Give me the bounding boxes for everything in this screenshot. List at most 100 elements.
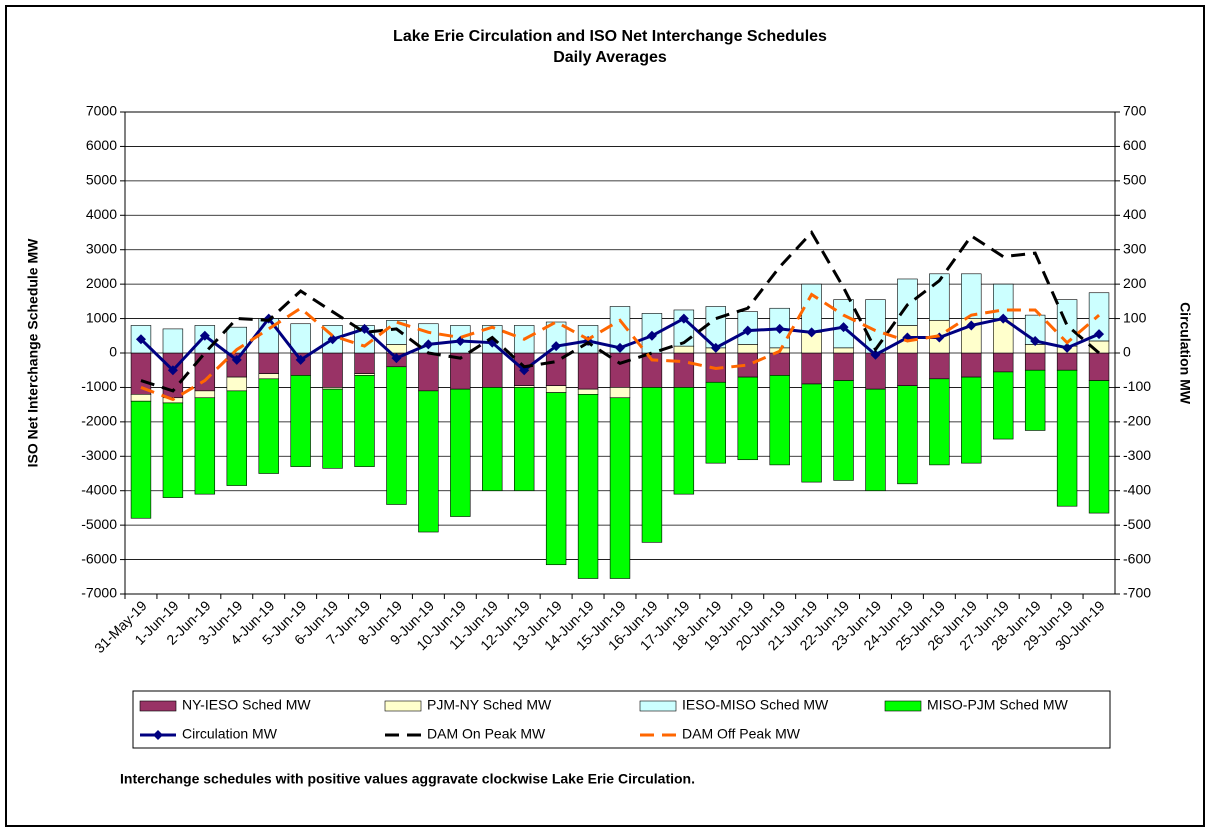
y2-tick-label: -400 (1123, 481, 1151, 497)
bar (833, 347, 854, 354)
bar (1088, 352, 1110, 381)
bar (865, 388, 886, 492)
marker (327, 334, 338, 345)
marker (295, 354, 306, 365)
marker (998, 313, 1009, 324)
bar (354, 375, 375, 467)
bar (482, 387, 503, 492)
y2-tick-label: 400 (1123, 206, 1147, 222)
marker (615, 342, 625, 353)
bar (929, 378, 950, 466)
bar (322, 352, 343, 388)
marker (870, 349, 881, 360)
legend-box (132, 690, 1111, 749)
bar (162, 402, 184, 498)
y2-tick-label: 600 (1123, 137, 1147, 153)
bar (290, 323, 311, 354)
legend-label: NY-IESO Sched MW (182, 697, 311, 713)
legend-label: IESO-MISO Sched MW (682, 697, 829, 713)
bar (897, 385, 918, 485)
bar (897, 352, 918, 387)
marker (774, 323, 785, 334)
line (140, 292, 1101, 402)
bar (450, 388, 471, 517)
y-axis-label: ISO Net Interchange Schedule MW (25, 238, 41, 467)
marker (231, 354, 242, 365)
bar (737, 376, 758, 461)
marker (806, 327, 817, 338)
bar (194, 397, 216, 495)
marker (1094, 329, 1105, 340)
bar (993, 283, 1014, 319)
y-tick-label: 7000 (86, 103, 117, 119)
bar (833, 380, 854, 481)
bar (673, 387, 695, 495)
bar (769, 375, 790, 466)
legend-label: DAM Off Peak MW (682, 726, 801, 742)
bar (705, 381, 727, 464)
bar (130, 394, 152, 402)
bar (801, 352, 822, 385)
marker (838, 322, 849, 333)
legend-swatch (639, 700, 677, 712)
y-tick-label: -1000 (81, 378, 117, 394)
bar (737, 344, 758, 354)
bar (961, 376, 982, 464)
bar (609, 352, 631, 388)
bar (673, 352, 695, 388)
bar (577, 352, 599, 390)
y-tick-label: 1000 (86, 309, 117, 325)
marker (391, 353, 402, 364)
bar (354, 352, 375, 374)
bar (609, 387, 631, 399)
bar (322, 388, 343, 469)
y2-tick-label: 500 (1123, 172, 1147, 188)
bar (801, 383, 822, 483)
bar (482, 352, 503, 388)
bar (1024, 352, 1046, 371)
y2-tick-label: -300 (1123, 447, 1151, 463)
bar (1056, 352, 1078, 371)
bar (673, 345, 695, 354)
legend-swatch (884, 700, 922, 712)
bar (1056, 369, 1078, 507)
bar (1088, 380, 1110, 514)
y-tick-label: -2000 (81, 413, 117, 429)
bar (545, 392, 567, 566)
legend-marker (153, 730, 163, 740)
y2-tick-label: -600 (1123, 550, 1151, 566)
bar (993, 371, 1014, 440)
bar (545, 385, 567, 393)
bar (609, 306, 631, 354)
bar (961, 273, 982, 319)
marker (423, 339, 434, 350)
bar (929, 352, 950, 380)
y2-tick-label: -100 (1123, 378, 1151, 394)
marker (710, 342, 721, 353)
y-tick-label: 0 (109, 344, 117, 360)
marker (359, 323, 370, 334)
bar (1024, 369, 1046, 431)
bar (513, 387, 535, 492)
bar (258, 373, 279, 380)
y-tick-label: -5000 (81, 516, 117, 532)
y2-tick-label: -500 (1123, 516, 1151, 532)
y2-tick-label: 0 (1123, 344, 1131, 360)
y2-tick-label: 200 (1123, 275, 1147, 291)
bar (833, 352, 854, 381)
marker (742, 325, 753, 336)
bar (386, 319, 407, 345)
legend-label: Circulation MW (182, 726, 278, 742)
bar (162, 328, 184, 354)
bar (641, 387, 663, 543)
legend-swatch (384, 700, 422, 712)
bar (194, 390, 216, 399)
y2-tick-label: 300 (1123, 240, 1147, 256)
bar (577, 388, 599, 395)
marker (966, 320, 977, 331)
marker (167, 365, 178, 376)
bar (897, 278, 918, 326)
marker (551, 341, 562, 352)
bar (418, 352, 439, 392)
